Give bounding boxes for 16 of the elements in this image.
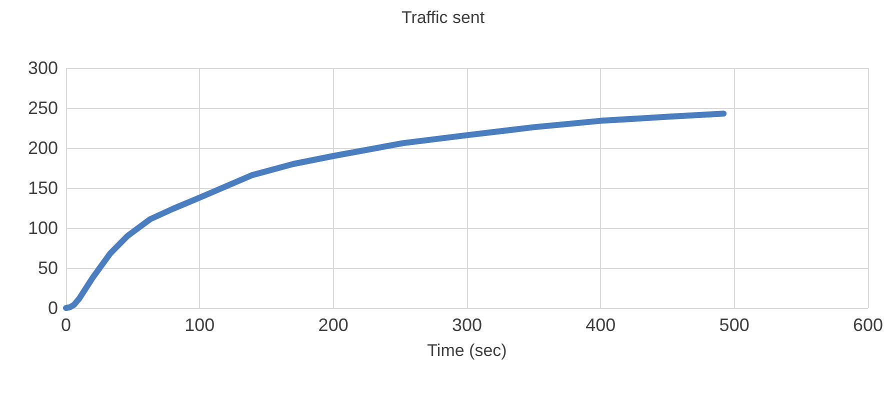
x-tick-label: 200 [318,315,348,335]
chart-title: Traffic sent [401,8,485,27]
x-tick-label: 0 [60,315,72,335]
x-tick-label: 100 [184,315,215,335]
x-tick-label: 400 [586,315,616,335]
y-tick-label: 0 [48,298,58,318]
y-tick-label: 100 [28,218,58,238]
x-tick-label: 300 [452,315,482,335]
x-axis-title: Time (sec) [427,341,507,360]
y-tick-label: 300 [28,58,58,78]
x-tick-label: 500 [719,315,750,335]
y-tick-label: 200 [28,138,58,158]
x-tick-label: 600 [852,315,884,335]
y-tick-label: 250 [28,98,58,118]
y-tick-label: 150 [28,178,58,198]
y-tick-label: 50 [38,258,58,278]
